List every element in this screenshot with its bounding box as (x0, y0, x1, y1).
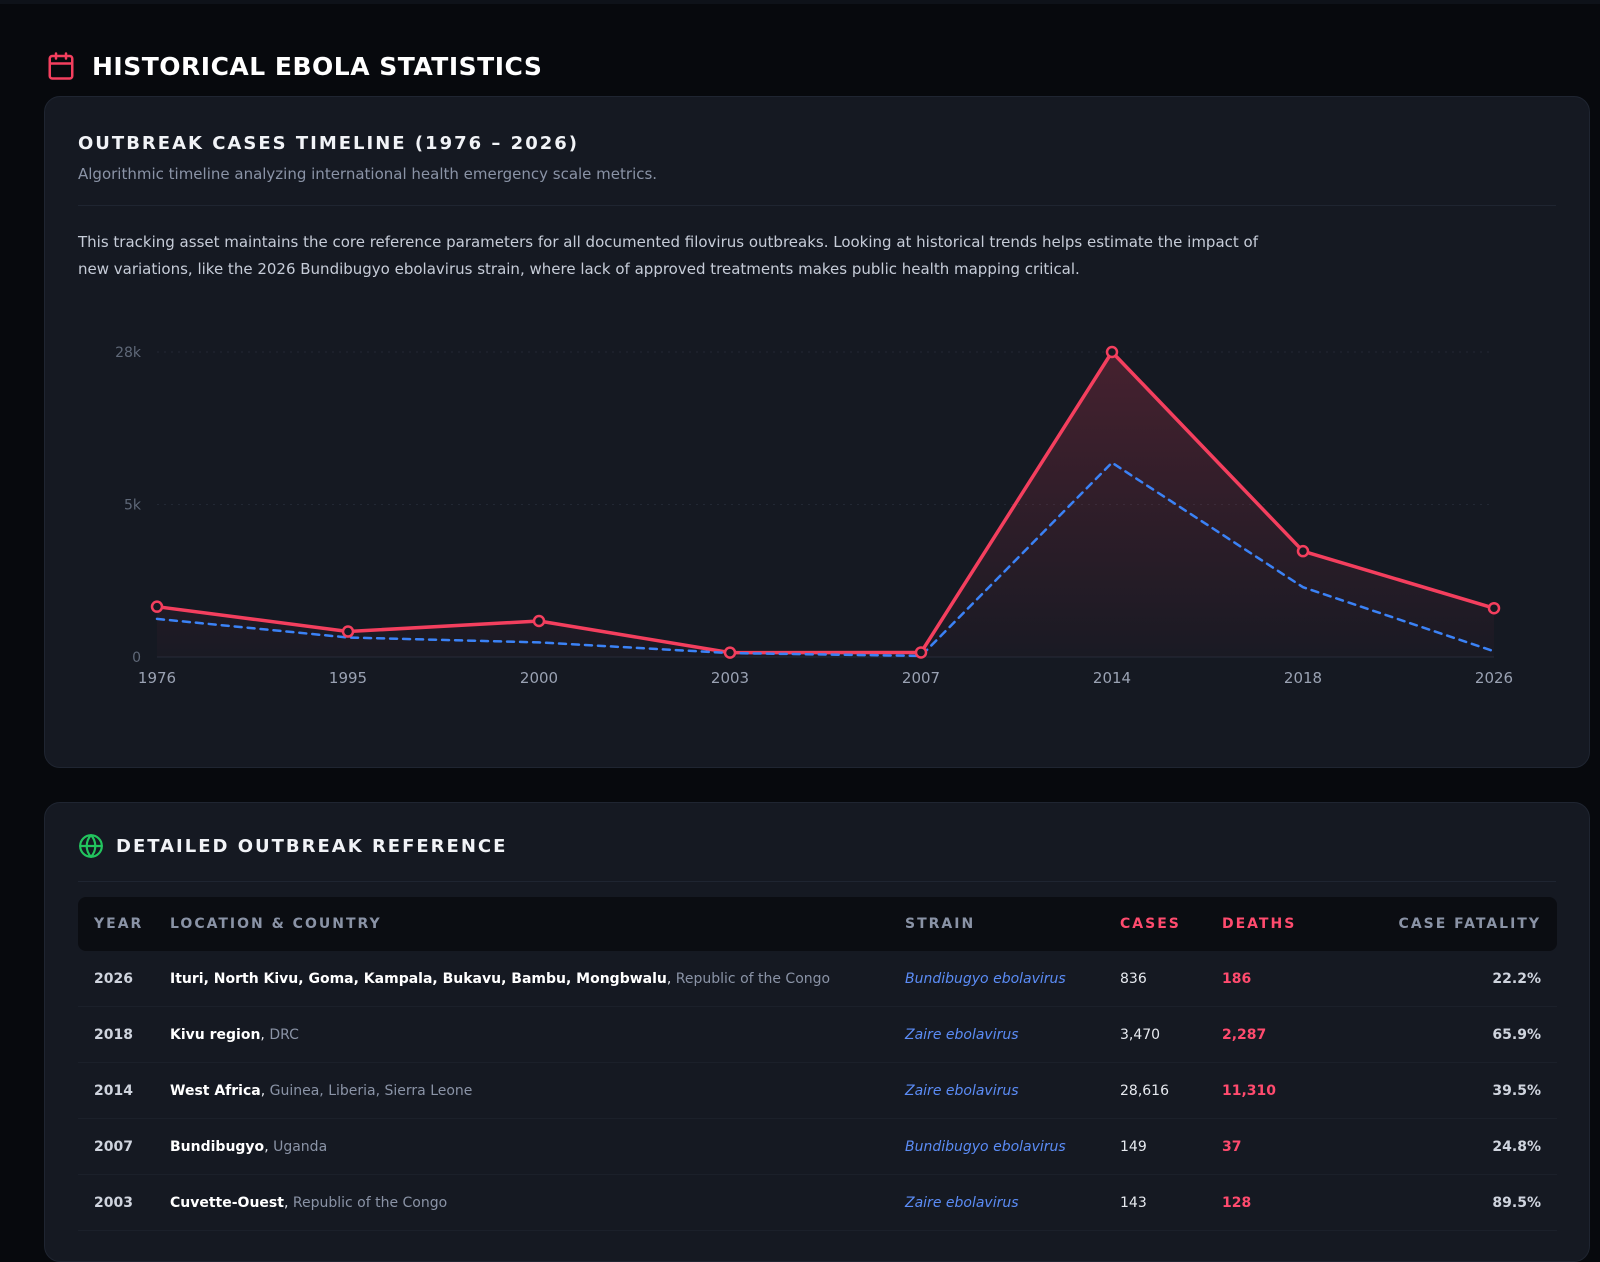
calendar-icon (48, 52, 74, 80)
deaths-series-line (155, 461, 1496, 658)
y-tick-label: 5k (124, 498, 142, 514)
x-tick-label: 2000 (520, 669, 558, 687)
cell-year: 2026 (94, 970, 133, 987)
col-year[interactable]: YEAR (94, 916, 144, 932)
col-cases[interactable]: CASES (1120, 916, 1181, 932)
x-tick-label: 2014 (1093, 669, 1131, 687)
x-tick-label: 1995 (329, 669, 367, 687)
cell-deaths: 128 (1222, 1194, 1252, 1211)
cell-location: Cuvette-Ouest, Republic of the Congo (170, 1194, 448, 1211)
col-deaths[interactable]: DEATHS (1222, 916, 1297, 932)
location-country: Republic of the Congo (675, 970, 831, 987)
table-card-title: DETAILED OUTBREAK REFERENCE (116, 835, 508, 857)
location-country: Uganda (273, 1138, 328, 1155)
cell-strain: Zaire ebolavirus (905, 1082, 1019, 1099)
table-card-header: DETAILED OUTBREAK REFERENCE (78, 833, 507, 859)
location-name: Kivu region (170, 1026, 261, 1043)
cell-location: Kivu region, DRC (170, 1026, 299, 1043)
x-tick-label: 1976 (138, 669, 176, 687)
cell-strain: Bundibugyo ebolavirus (905, 970, 1066, 987)
location-country: Guinea, Liberia, Sierra Leone (269, 1082, 473, 1099)
cell-location: West Africa, Guinea, Liberia, Sierra Leo… (170, 1082, 473, 1099)
cell-fatality: 65.9% (1492, 1026, 1541, 1043)
chart-title: OUTBREAK CASES TIMELINE (1976 – 2026) (78, 133, 580, 154)
page-title: HISTORICAL EBOLA STATISTICS (92, 51, 543, 81)
x-tick-label: 2007 (902, 669, 940, 687)
data-point (341, 625, 355, 638)
cell-location: Ituri, North Kivu, Goma, Kampala, Bukavu… (170, 970, 831, 987)
y-tick-label: 28k (115, 345, 142, 361)
cell-cases: 143 (1120, 1194, 1147, 1211)
series-area (157, 352, 1494, 657)
table-row[interactable]: 2003 Cuvette-Ouest, Republic of the Cong… (78, 1175, 1557, 1231)
table-row[interactable]: 2018 Kivu region, DRC Zaire ebolavirus 3… (78, 1007, 1557, 1063)
cell-year: 2018 (94, 1026, 133, 1043)
location-name: Cuvette-Ouest (170, 1194, 284, 1211)
cell-year: 2003 (94, 1194, 133, 1211)
x-tick-label: 2018 (1284, 669, 1322, 687)
table-row[interactable]: 2014 West Africa, Guinea, Liberia, Sierr… (78, 1063, 1557, 1119)
data-point (914, 646, 928, 659)
cell-cases: 28,616 (1120, 1082, 1169, 1099)
globe-icon (79, 834, 103, 858)
table-row[interactable]: 2007 Bundibugyo, Uganda Bundibugyo ebola… (78, 1119, 1557, 1175)
cell-year: 2014 (94, 1082, 133, 1099)
cell-cases: 836 (1120, 970, 1147, 987)
x-tick-label: 2003 (711, 669, 749, 687)
location-name: Bundibugyo (170, 1138, 265, 1155)
cell-location: Bundibugyo, Uganda (170, 1138, 328, 1155)
col-fatality[interactable]: CASE FATALITY (1398, 916, 1541, 932)
cases-series-line (155, 350, 1496, 655)
cell-strain: Zaire ebolavirus (905, 1026, 1019, 1043)
page-header: HISTORICAL EBOLA STATISTICS (46, 46, 542, 86)
location-name: West Africa (170, 1082, 261, 1099)
cell-fatality: 89.5% (1492, 1194, 1541, 1211)
cell-deaths: 37 (1222, 1138, 1242, 1155)
cell-fatality: 24.8% (1492, 1138, 1541, 1155)
cell-year: 2007 (94, 1138, 133, 1155)
table-row[interactable]: 2026 Ituri, North Kivu, Goma, Kampala, B… (78, 951, 1557, 1007)
cell-fatality: 22.2% (1492, 970, 1541, 987)
cell-deaths: 186 (1222, 970, 1252, 987)
table-card: DETAILED OUTBREAK REFERENCE YEAR LOCATIO… (44, 802, 1590, 1262)
cell-strain: Zaire ebolavirus (905, 1194, 1019, 1211)
data-point (723, 646, 737, 659)
cell-deaths: 11,310 (1222, 1082, 1277, 1099)
location-country: DRC (269, 1026, 299, 1043)
top-border (0, 0, 1600, 4)
x-tick-label: 2026 (1475, 669, 1513, 687)
col-location[interactable]: LOCATION & COUNTRY (170, 916, 382, 932)
data-point (150, 600, 164, 613)
table-header: YEAR LOCATION & COUNTRY STRAIN CASES DEA… (78, 897, 1557, 951)
cell-fatality: 39.5% (1492, 1082, 1541, 1099)
location-country: Republic of the Congo (292, 1194, 448, 1211)
outbreak-table: YEAR LOCATION & COUNTRY STRAIN CASES DEA… (78, 897, 1557, 1231)
data-point (1296, 544, 1310, 558)
table-divider (78, 881, 1556, 882)
cell-strain: Bundibugyo ebolavirus (905, 1138, 1066, 1155)
chart-card: OUTBREAK CASES TIMELINE (1976 – 2026) Al… (44, 96, 1590, 768)
y-tick-label: 0 (132, 650, 141, 666)
cell-deaths: 2,287 (1222, 1026, 1267, 1043)
data-point (1105, 345, 1119, 359)
col-strain[interactable]: STRAIN (905, 916, 976, 932)
chart-subtitle: Algorithmic timeline analyzing internati… (78, 165, 658, 183)
data-point (1487, 601, 1501, 615)
chart-divider (78, 205, 1556, 206)
outbreak-line-chart: 1976 1995 2000 2003 2007 2014 2018 2026 0 5k 28k (115, 345, 1513, 687)
cell-cases: 3,470 (1120, 1026, 1161, 1043)
cell-cases: 149 (1120, 1138, 1147, 1155)
location-name: Ituri, North Kivu, Goma, Kampala, Bukavu… (170, 970, 667, 987)
chart-description: This tracking asset maintains the core r… (78, 233, 1259, 278)
data-point (532, 614, 546, 628)
